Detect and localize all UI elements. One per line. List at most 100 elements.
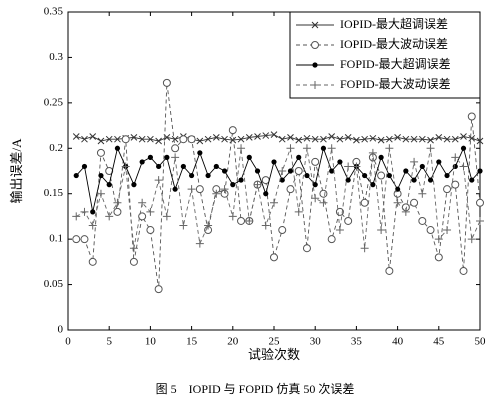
marker xyxy=(469,177,475,183)
marker xyxy=(113,207,122,216)
marker xyxy=(97,137,105,145)
marker xyxy=(344,162,353,171)
marker xyxy=(130,134,138,141)
marker xyxy=(286,185,295,194)
marker xyxy=(271,159,277,165)
marker xyxy=(139,159,145,165)
marker xyxy=(195,239,204,248)
marker xyxy=(368,148,377,157)
marker xyxy=(98,172,104,179)
marker xyxy=(311,194,320,203)
marker xyxy=(395,186,401,192)
marker xyxy=(172,186,178,192)
marker xyxy=(213,163,219,170)
marker xyxy=(131,182,137,188)
marker xyxy=(386,135,393,143)
legend-label: FOPID-最大波动误差 xyxy=(340,77,451,91)
x-tick-label: 30 xyxy=(310,336,322,348)
marker xyxy=(312,182,318,188)
marker xyxy=(444,172,450,179)
marker xyxy=(228,126,237,135)
marker xyxy=(106,182,112,188)
marker xyxy=(451,135,459,143)
marker xyxy=(270,253,278,262)
y-tick-label: 0.1 xyxy=(49,233,63,245)
legend-label: IOPID-最大超调误差 xyxy=(340,16,448,31)
x-tick-label: 0 xyxy=(65,336,71,348)
marker xyxy=(80,235,89,244)
marker xyxy=(105,135,113,143)
x-tick-label: 5 xyxy=(106,336,112,348)
marker xyxy=(162,212,171,221)
marker xyxy=(294,207,303,216)
marker xyxy=(328,133,336,140)
x-tick-label: 15 xyxy=(186,336,198,348)
marker xyxy=(278,226,287,235)
y-tick-label: 0.05 xyxy=(44,278,64,290)
marker xyxy=(370,182,376,188)
y-tick-label: 0.2 xyxy=(49,142,63,154)
marker xyxy=(121,135,130,144)
y-tick-label: 0.35 xyxy=(44,6,64,18)
marker xyxy=(303,134,311,142)
marker xyxy=(105,212,114,221)
marker xyxy=(435,134,443,141)
marker xyxy=(138,212,147,221)
marker xyxy=(180,163,186,170)
marker xyxy=(427,177,434,183)
marker xyxy=(369,134,377,142)
marker xyxy=(72,235,81,244)
marker xyxy=(476,198,484,207)
legend-marker xyxy=(311,21,319,29)
marker xyxy=(179,221,188,230)
marker xyxy=(459,266,468,275)
marker xyxy=(171,135,179,143)
marker xyxy=(385,144,394,153)
legend-marker xyxy=(312,62,318,68)
marker xyxy=(262,132,270,139)
marker xyxy=(327,235,336,244)
marker xyxy=(476,216,484,225)
marker xyxy=(410,135,418,143)
marker xyxy=(246,154,252,160)
marker xyxy=(335,226,344,235)
marker xyxy=(467,235,476,244)
marker xyxy=(197,150,203,156)
marker xyxy=(352,162,361,171)
marker xyxy=(393,198,402,207)
y-tick-label: 0.15 xyxy=(44,187,64,199)
marker xyxy=(360,198,369,207)
x-tick-label: 50 xyxy=(475,336,487,348)
marker xyxy=(410,157,419,166)
marker xyxy=(270,131,278,139)
marker xyxy=(138,198,147,207)
marker xyxy=(344,216,353,225)
marker xyxy=(287,134,294,141)
marker xyxy=(278,167,287,175)
y-tick-label: 0.25 xyxy=(44,96,64,108)
marker xyxy=(377,171,386,180)
marker xyxy=(476,137,484,145)
marker xyxy=(294,167,303,175)
marker xyxy=(113,198,122,207)
marker xyxy=(237,144,246,153)
marker xyxy=(377,136,385,144)
marker xyxy=(362,172,368,179)
marker xyxy=(228,212,237,221)
marker xyxy=(179,135,188,144)
series-line xyxy=(75,146,481,212)
marker xyxy=(138,135,146,143)
marker xyxy=(401,207,410,216)
marker xyxy=(411,177,417,183)
marker xyxy=(477,168,483,174)
marker xyxy=(245,134,253,141)
marker xyxy=(345,177,351,183)
marker xyxy=(377,226,386,235)
marker xyxy=(156,163,162,170)
marker xyxy=(146,207,155,216)
marker xyxy=(434,235,443,244)
y-tick-label: 0 xyxy=(58,324,64,336)
marker xyxy=(81,135,88,143)
marker xyxy=(171,153,180,162)
marker xyxy=(410,198,419,207)
